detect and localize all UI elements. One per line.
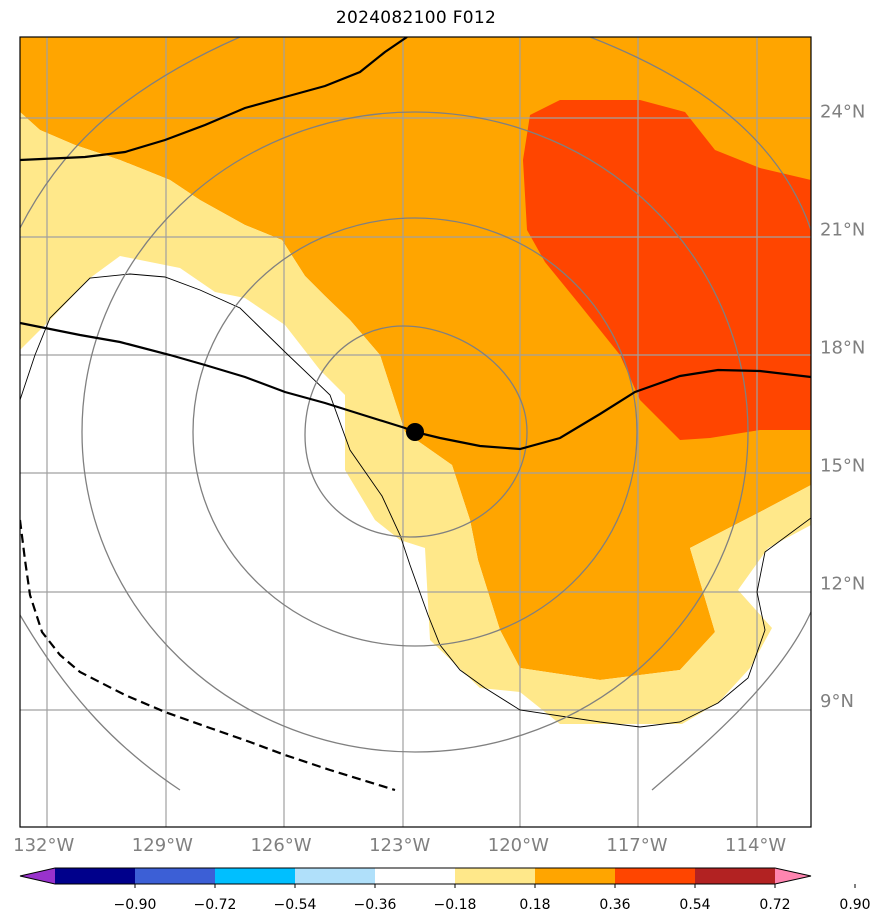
colorbar-outline	[19, 867, 812, 885]
lat-label: 12°N	[820, 573, 865, 594]
colorbar-tick-label: 0.36	[599, 897, 630, 913]
lon-label: 120°W	[488, 835, 549, 856]
lat-label: 24°N	[820, 102, 865, 123]
colorbar-tick-label: 0.54	[679, 897, 710, 913]
colorbar-tick-label: −0.72	[194, 897, 237, 913]
colorbar-tick-label: 0.18	[519, 897, 550, 913]
colorbar-bin	[535, 868, 616, 884]
longitude-labels: 132°W 129°W 126°W 123°W 120°W 117°W 114°W	[13, 835, 786, 856]
lon-label: 129°W	[132, 835, 193, 856]
field-0.18-0.36	[20, 112, 811, 724]
colorbar-tick-label: −0.36	[354, 897, 397, 913]
lon-label: 132°W	[13, 835, 74, 856]
colorbar-extend-min	[20, 868, 55, 884]
pressure-contours	[20, 37, 811, 791]
colorbar-bin	[695, 868, 776, 884]
map-frame	[19, 36, 812, 828]
colorbar-tick-label: 0.90	[839, 897, 870, 913]
storm-center-marker	[406, 423, 424, 441]
colorbar-bin	[55, 868, 136, 884]
lat-label: 15°N	[820, 455, 865, 476]
track-line-dashed	[20, 519, 396, 792]
colorbar-extend-max	[775, 868, 811, 884]
colorbar-bin	[455, 868, 536, 884]
lon-label: 117°W	[606, 835, 667, 856]
colorbar-bin	[135, 868, 216, 884]
boundary-contour	[20, 273, 811, 728]
colorbar-tick-label: −0.18	[434, 897, 477, 913]
lat-label: 21°N	[820, 220, 865, 241]
lon-label: 114°W	[725, 835, 786, 856]
colorbar-bin	[615, 868, 696, 884]
colorbar-tick-label: −0.54	[274, 897, 317, 913]
lat-label: 9°N	[820, 691, 854, 712]
lon-label: 126°W	[250, 835, 311, 856]
track-line-north	[20, 37, 408, 162]
colorbar: −0.90 −0.72 −0.54 −0.36 −0.18 0.18 0.36 0.54 0.7…	[19, 867, 871, 913]
lon-label: 123°W	[369, 835, 430, 856]
lat-label: 18°N	[820, 337, 865, 358]
colorbar-tick-label: −0.90	[114, 897, 157, 913]
colorbar-bin	[295, 868, 376, 884]
colorbar-tick-label: 0.72	[759, 897, 790, 913]
colorbar-bin	[215, 868, 296, 884]
map-title: 2024082100 F012	[335, 8, 497, 28]
colorbar-bin	[375, 868, 456, 884]
latitude-labels: 9°N 12°N 15°N 18°N 21°N 24°N	[820, 102, 865, 713]
map-panel	[20, 37, 811, 827]
